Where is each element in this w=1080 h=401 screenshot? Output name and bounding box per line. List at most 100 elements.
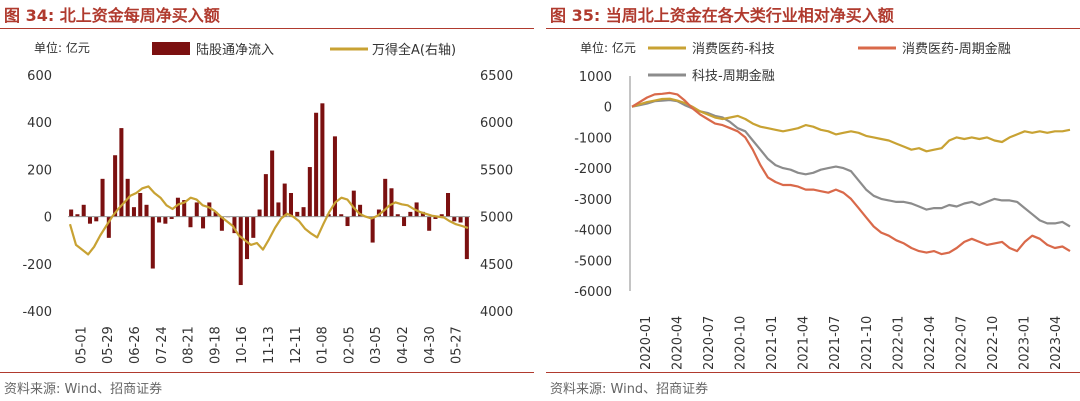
series-line-consumer-tech <box>631 97 1071 153</box>
bar-mark <box>213 211 218 217</box>
bar-mark <box>370 216 375 243</box>
x-tick-label: 02-05 <box>342 326 357 364</box>
bar-mark <box>307 167 312 217</box>
bar-mark <box>232 216 237 234</box>
bar-mark <box>295 211 300 217</box>
unit-label: 单位: 亿元 <box>580 40 636 55</box>
bar-mark <box>446 193 451 217</box>
bar-mark <box>194 202 199 217</box>
bar-mark <box>201 216 206 229</box>
bar-mark <box>427 216 432 231</box>
x-tick-label: 09-18 <box>208 326 223 364</box>
y-tick-label: -3000 <box>574 193 612 208</box>
bar-mark <box>288 193 293 217</box>
title-divider <box>546 28 1080 29</box>
x-tick-label: 2022-10 <box>986 316 1001 370</box>
x-tick-label: 08-21 <box>182 326 197 364</box>
bar-mark <box>345 216 350 227</box>
x-tick-label: 2020-10 <box>734 316 749 370</box>
title-divider <box>0 28 534 29</box>
x-tick-label: 01-08 <box>316 326 331 364</box>
y-tick-label: 1000 <box>579 70 612 85</box>
y2-tick-label: 5500 <box>480 163 513 178</box>
x-tick-label: 2020-07 <box>702 316 717 370</box>
bar-mark <box>182 200 187 217</box>
source-divider <box>546 372 1080 373</box>
bar-mark <box>157 216 162 223</box>
bar-mark <box>169 216 174 219</box>
x-tick-label: 04-30 <box>423 326 438 364</box>
x-tick-label: 2020-04 <box>670 316 685 370</box>
y-tick-label: 0 <box>604 101 612 116</box>
bar-mark <box>402 216 407 227</box>
bar-mark <box>131 207 136 217</box>
legend-label: 消费医药-周期金融 <box>902 41 1011 57</box>
bar-mark <box>452 216 457 222</box>
series-line-consumer-cyclical <box>631 91 1071 256</box>
y2-tick-label: 4500 <box>480 258 513 273</box>
x-tick-label: 05-29 <box>101 326 116 364</box>
unit-label: 单位: 亿元 <box>34 40 90 55</box>
bar-mark <box>464 216 469 260</box>
source-note: 资料来源: Wind、招商证券 <box>4 382 163 397</box>
x-tick-label: 03-05 <box>369 326 384 364</box>
y2-tick-label: 4000 <box>480 305 513 320</box>
bar-mark <box>69 209 74 217</box>
y-tick-label: 0 <box>44 211 52 226</box>
bar-mark <box>276 202 281 217</box>
y-tick-label: 400 <box>27 116 52 131</box>
bar-mark <box>358 204 363 217</box>
y-tick-label: -1000 <box>574 131 612 146</box>
bar-mark <box>420 211 425 217</box>
bar-mark <box>301 207 306 217</box>
x-tick-label: 06-26 <box>128 326 143 364</box>
bar-mark <box>433 216 438 219</box>
bar-mark <box>251 216 256 238</box>
legend-label: 陆股通净流入 <box>196 42 274 58</box>
series-line-wind-a <box>68 185 469 256</box>
x-tick-label: 2021-04 <box>797 316 812 370</box>
x-tick-label: 05-01 <box>74 326 89 364</box>
x-tick-label: 07-24 <box>155 326 170 364</box>
x-tick-label: 10-16 <box>235 326 250 364</box>
x-tick-label: 2021-01 <box>765 316 780 370</box>
bar-mark <box>207 202 212 217</box>
bar-mark <box>119 128 124 217</box>
bar-mark <box>219 216 224 231</box>
weekly-net-buy-chart: 单位: 亿元 -400 -200 0 200 400 600 4000 4500 5000 550… <box>22 40 513 364</box>
bar-mark <box>408 211 413 217</box>
y-tick-label: -200 <box>22 258 52 273</box>
y-tick-label: -400 <box>22 305 52 320</box>
series-line-tech-cyclical <box>631 98 1071 228</box>
legend-label: 消费医药-科技 <box>692 42 775 57</box>
x-tick-label: 12-11 <box>289 326 304 364</box>
y-tick-label: -2000 <box>574 162 612 177</box>
bar-mark <box>245 216 250 260</box>
x-tick-label: 04-02 <box>396 326 411 364</box>
y-tick-label: -6000 <box>574 285 612 300</box>
bar-mark <box>383 178 388 217</box>
source-note: 资料来源: Wind、招商证券 <box>550 382 709 397</box>
x-tick-label: 2022-01 <box>891 316 906 370</box>
source-divider <box>0 372 534 373</box>
bar-mark <box>389 188 394 217</box>
x-tick-label: 2021-07 <box>828 316 843 370</box>
bar-mark <box>270 150 275 217</box>
bar-mark <box>351 190 356 217</box>
legend-label: 万得全A(右轴) <box>372 42 456 58</box>
x-tick-label: 2022-07 <box>955 316 970 370</box>
bar-mark <box>458 216 463 223</box>
x-tick-label: 2022-04 <box>923 316 938 370</box>
bar-mark <box>75 214 80 217</box>
bar-mark <box>238 216 243 286</box>
bar-mark <box>439 214 444 217</box>
y-tick-label: -4000 <box>574 224 612 239</box>
bar-mark <box>163 216 168 224</box>
bar-mark <box>100 178 105 217</box>
bar-mark <box>150 216 155 269</box>
y2-tick-label: 5000 <box>480 211 513 226</box>
legend-label: 科技-周期金融 <box>692 68 775 84</box>
bar-mark <box>395 214 400 217</box>
figure-title: 图 34: 北上资金每周净买入额 <box>4 6 220 25</box>
bar-mark <box>263 174 268 217</box>
